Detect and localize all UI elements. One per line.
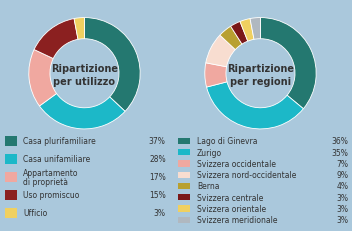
FancyBboxPatch shape — [178, 194, 190, 201]
Wedge shape — [250, 18, 260, 40]
Text: Casa unifamiliare: Casa unifamiliare — [23, 155, 90, 164]
FancyBboxPatch shape — [178, 217, 190, 223]
Text: 3%: 3% — [337, 204, 348, 213]
Text: Lago di Ginevra: Lago di Ginevra — [197, 137, 258, 146]
Text: Appartamento
di proprietà: Appartamento di proprietà — [23, 168, 79, 187]
Wedge shape — [34, 19, 78, 59]
Text: Svizzera meridionale: Svizzera meridionale — [197, 215, 278, 224]
FancyBboxPatch shape — [5, 137, 17, 146]
Text: 36%: 36% — [332, 137, 348, 146]
Wedge shape — [205, 64, 227, 88]
Wedge shape — [206, 36, 235, 67]
Text: 28%: 28% — [149, 155, 166, 164]
Wedge shape — [220, 27, 242, 50]
Wedge shape — [39, 94, 125, 129]
FancyBboxPatch shape — [178, 206, 190, 212]
FancyBboxPatch shape — [178, 138, 190, 144]
Text: 35%: 35% — [332, 148, 348, 157]
Text: per regioni: per regioni — [230, 77, 291, 87]
Wedge shape — [84, 18, 140, 112]
FancyBboxPatch shape — [5, 190, 17, 200]
Text: 3%: 3% — [337, 215, 348, 224]
Text: Ripartizione: Ripartizione — [51, 63, 118, 73]
Wedge shape — [207, 82, 303, 129]
Text: 3%: 3% — [337, 193, 348, 202]
Wedge shape — [240, 19, 254, 42]
Text: Casa plurifamiliare: Casa plurifamiliare — [23, 137, 96, 146]
Text: per utilizzo: per utilizzo — [54, 77, 115, 87]
Text: 15%: 15% — [149, 191, 166, 200]
Wedge shape — [29, 50, 57, 106]
Wedge shape — [74, 18, 84, 40]
Text: 7%: 7% — [337, 159, 348, 168]
FancyBboxPatch shape — [5, 208, 17, 218]
Text: Svizzera centrale: Svizzera centrale — [197, 193, 264, 202]
Wedge shape — [260, 18, 316, 109]
FancyBboxPatch shape — [178, 172, 190, 178]
FancyBboxPatch shape — [178, 161, 190, 167]
Text: Svizzera orientale: Svizzera orientale — [197, 204, 266, 213]
FancyBboxPatch shape — [5, 154, 17, 164]
Text: 37%: 37% — [149, 137, 166, 146]
Text: 17%: 17% — [149, 173, 166, 182]
Text: Zurigo: Zurigo — [197, 148, 222, 157]
Text: Ripartizione: Ripartizione — [227, 63, 294, 73]
Text: 3%: 3% — [154, 209, 166, 218]
Text: Svizzera occidentale: Svizzera occidentale — [197, 159, 276, 168]
Text: Uso promiscuo: Uso promiscuo — [23, 191, 80, 200]
Text: Svizzera nord-occidentale: Svizzera nord-occidentale — [197, 170, 296, 179]
Text: Ufficio: Ufficio — [23, 209, 48, 218]
Wedge shape — [231, 22, 248, 45]
Text: 9%: 9% — [337, 170, 348, 179]
Text: 4%: 4% — [337, 182, 348, 191]
FancyBboxPatch shape — [5, 172, 17, 182]
Text: Berna: Berna — [197, 182, 220, 191]
FancyBboxPatch shape — [178, 149, 190, 156]
FancyBboxPatch shape — [178, 183, 190, 189]
